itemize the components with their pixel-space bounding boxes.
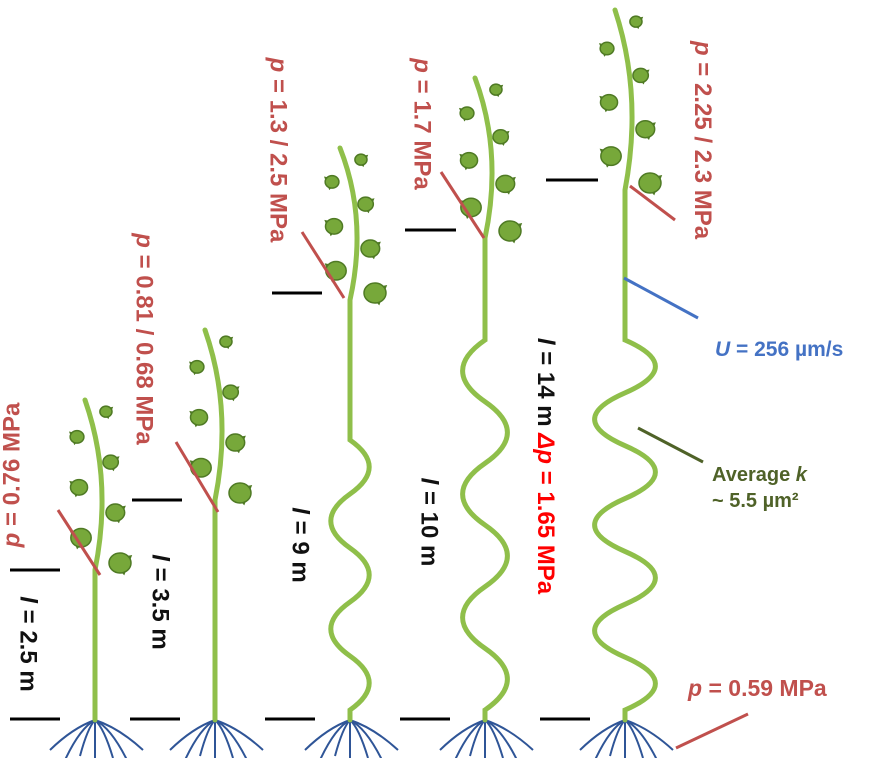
pressure-value: = 2.25 / 2.3 MPa bbox=[689, 55, 717, 240]
length-value: = 3.5 m bbox=[146, 560, 174, 650]
velocity-pointer bbox=[623, 276, 699, 320]
length-symbol: l bbox=[415, 477, 443, 485]
leaf-plant-5 bbox=[629, 15, 643, 28]
pressure-label-plant-1: p = 0.76 MPa bbox=[0, 402, 26, 548]
stems-group bbox=[82, 7, 658, 723]
leaf-plant-2 bbox=[225, 433, 246, 452]
pressure-label-plant-3: p = 1.3 / 2.5 MPa bbox=[264, 57, 292, 243]
leaf-plant-4 bbox=[495, 174, 516, 194]
leaf-plant-4 bbox=[489, 83, 503, 96]
pressure-value: = 1.7 MPa bbox=[408, 72, 436, 190]
leaf-plant-2 bbox=[222, 384, 240, 400]
pressure-pointer-plant-3 bbox=[300, 231, 346, 299]
base-pressure-symbol: p bbox=[688, 675, 703, 701]
leaf-plant-4 bbox=[459, 151, 479, 169]
length-label-plant-3: l = 9 m bbox=[286, 507, 314, 583]
leaf-plant-1 bbox=[99, 405, 113, 418]
delta-p-symbol: Δp bbox=[532, 433, 560, 465]
leaf-plant-1 bbox=[69, 429, 85, 444]
root-plant-4 bbox=[484, 719, 534, 751]
leaf-plant-2 bbox=[228, 482, 252, 504]
base-pressure-value: = 0.59 MPa bbox=[702, 675, 827, 701]
pressure-pointer-plant-1 bbox=[56, 509, 102, 576]
leaf-plant-3 bbox=[360, 239, 381, 258]
leaf-plant-1 bbox=[69, 478, 89, 496]
root-plant-3 bbox=[349, 719, 399, 751]
pointer-lines-group bbox=[56, 171, 749, 750]
root-plant-5 bbox=[624, 719, 674, 751]
root-plant-2 bbox=[214, 719, 264, 751]
pressure-symbol: p bbox=[689, 40, 717, 56]
leaf-plant-3 bbox=[357, 196, 375, 212]
pressure-symbol: p bbox=[130, 233, 158, 248]
pressure-symbol: p bbox=[408, 58, 436, 73]
leaf-plant-1 bbox=[105, 503, 126, 522]
pressure-label-plant-2: p = 0.81 / 0.68 MPa bbox=[130, 233, 158, 445]
permeability-label: Average k ~ 5.5 µm² bbox=[712, 462, 807, 514]
length-label-plant-5: l = 14 m Δp = 1.65 MPa bbox=[532, 337, 560, 595]
base-pressure-pointer bbox=[675, 712, 749, 750]
leaves-group bbox=[68, 15, 663, 576]
leaf-plant-1 bbox=[108, 552, 132, 574]
pressure-symbol: p bbox=[0, 532, 26, 548]
leaf-plant-3 bbox=[324, 217, 344, 235]
pressure-label-plant-5: p = 2.25 / 2.3 MPa bbox=[689, 40, 717, 240]
delta-p-value: = 1.65 MPa bbox=[532, 464, 560, 595]
pressure-symbol: p bbox=[264, 57, 292, 73]
leaf-plant-5 bbox=[599, 93, 619, 111]
pressure-pointer-plant-2 bbox=[174, 441, 220, 513]
permeability-pointer bbox=[637, 426, 704, 464]
leaf-plant-2 bbox=[189, 408, 209, 426]
stem-plant-3 bbox=[328, 145, 372, 723]
pressure-label-plant-4: p = 1.7 MPa bbox=[408, 58, 436, 190]
pressure-pointer-plant-4 bbox=[439, 171, 486, 239]
leaf-plant-1 bbox=[102, 454, 120, 470]
length-value: = 2.5 m bbox=[14, 602, 42, 692]
base-pressure-label: p = 0.59 MPa bbox=[688, 677, 827, 700]
permeability-symbol: k bbox=[795, 464, 807, 486]
stem-plant-1 bbox=[82, 397, 105, 723]
root-plant-1 bbox=[94, 719, 144, 751]
length-symbol: l bbox=[14, 596, 42, 603]
pressure-value: = 1.3 / 2.5 MPa bbox=[264, 72, 292, 243]
stem-plant-4 bbox=[460, 75, 510, 723]
height-ticks-group bbox=[10, 178, 598, 721]
leaf-plant-4 bbox=[498, 220, 522, 242]
leaf-plant-2 bbox=[189, 359, 205, 374]
pressure-value: = 0.81 / 0.68 MPa bbox=[130, 247, 158, 445]
pressure-value: = 0.76 MPa bbox=[0, 402, 26, 533]
length-symbol: l bbox=[286, 507, 314, 514]
velocity-label: U = 256 µm/s bbox=[715, 339, 843, 360]
velocity-symbol: U bbox=[715, 338, 731, 361]
length-label-plant-4: l = 10 m bbox=[415, 477, 443, 567]
velocity-value: = 256 µm/s bbox=[730, 338, 844, 361]
leaf-plant-5 bbox=[635, 119, 656, 139]
leaf-plant-4 bbox=[459, 106, 475, 121]
length-label-plant-2: l = 3.5 m bbox=[146, 554, 174, 650]
permeability-prefix: Average bbox=[712, 464, 796, 486]
length-symbol: l bbox=[532, 337, 560, 345]
leaf-plant-5 bbox=[638, 172, 662, 194]
leaf-plant-5 bbox=[599, 41, 615, 56]
stem-plant-5 bbox=[592, 7, 658, 723]
leaf-plant-3 bbox=[324, 174, 340, 189]
length-value: = 9 m bbox=[286, 513, 314, 583]
stem-plant-2 bbox=[202, 327, 225, 723]
leaf-plant-3 bbox=[325, 260, 347, 281]
leaf-plant-4 bbox=[492, 129, 510, 145]
length-value: = 14 m bbox=[532, 344, 560, 434]
roots-group bbox=[49, 719, 674, 758]
length-value: = 10 m bbox=[415, 484, 443, 567]
pressure-pointer-plant-5 bbox=[629, 184, 676, 222]
permeability-line-1: Average k bbox=[712, 462, 807, 488]
permeability-line-2: ~ 5.5 µm² bbox=[712, 490, 799, 512]
leaf-plant-2 bbox=[219, 335, 233, 348]
leaf-plant-3 bbox=[363, 282, 387, 304]
length-label-plant-1: l = 2.5 m bbox=[14, 596, 42, 692]
leaf-plant-5 bbox=[632, 67, 650, 84]
leaf-plant-5 bbox=[600, 146, 622, 167]
leaf-plant-3 bbox=[354, 153, 368, 166]
length-symbol: l bbox=[146, 554, 174, 561]
